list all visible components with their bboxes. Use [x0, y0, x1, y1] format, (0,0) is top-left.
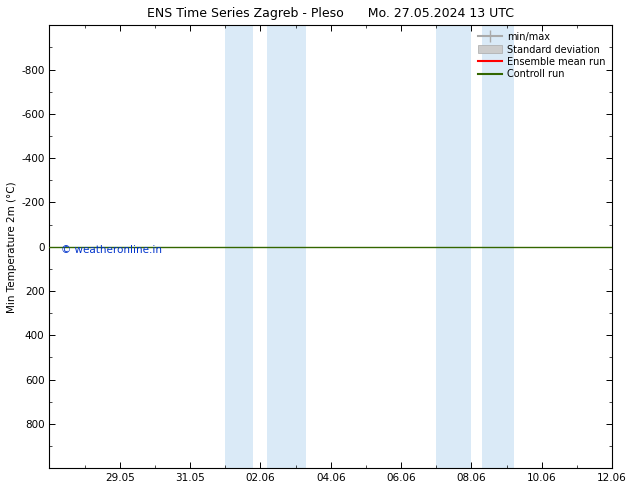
Bar [268, 25, 306, 468]
Bar [436, 25, 472, 468]
Title: ENS Time Series Zagreb - Pleso      Mo. 27.05.2024 13 UTC: ENS Time Series Zagreb - Pleso Mo. 27.05… [147, 7, 514, 20]
Bar [482, 25, 514, 468]
Text: © weatheronline.in: © weatheronline.in [61, 245, 162, 254]
Bar [225, 25, 254, 468]
Y-axis label: Min Temperature 2m (°C): Min Temperature 2m (°C) [7, 181, 17, 313]
Legend: min/max, Standard deviation, Ensemble mean run, Controll run: min/max, Standard deviation, Ensemble me… [476, 30, 607, 81]
